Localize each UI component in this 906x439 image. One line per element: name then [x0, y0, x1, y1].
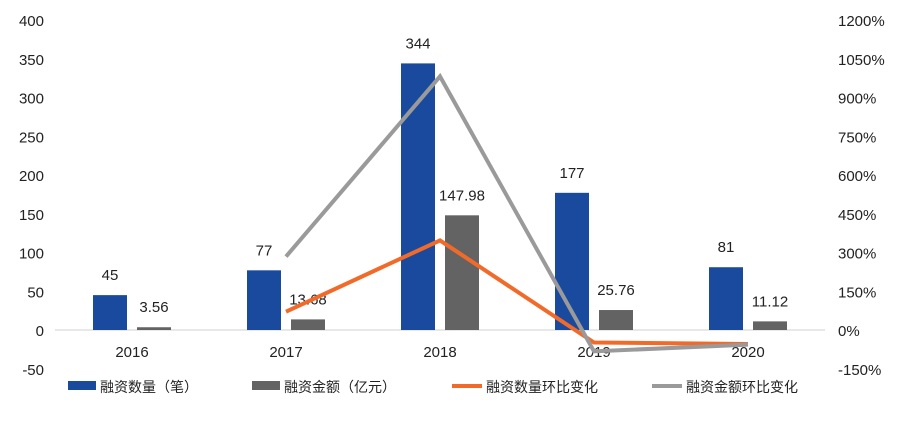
- legend-label: 融资金额（亿元）: [284, 379, 396, 395]
- data-label: 25.76: [597, 282, 635, 299]
- data-label: 81: [718, 239, 735, 256]
- legend-swatch: [68, 381, 96, 390]
- y-left-tick: 0: [36, 323, 44, 340]
- bar: [599, 310, 633, 330]
- bar: [291, 319, 325, 330]
- bar: [709, 267, 743, 330]
- data-label: 77: [256, 242, 273, 259]
- data-label: 344: [405, 35, 430, 52]
- bar: [93, 295, 127, 330]
- y-right-tick: 150%: [838, 284, 876, 301]
- line-series: [284, 72, 749, 354]
- x-tick: 2018: [423, 344, 456, 361]
- y-right-tick: -150%: [838, 362, 881, 379]
- y-right-tick: 0%: [838, 323, 860, 340]
- y-right-tick: 600%: [838, 168, 876, 185]
- legend-label: 融资数量环比变化: [486, 379, 598, 395]
- data-label: 11.12: [752, 293, 788, 310]
- y-right-tick: 1200%: [838, 13, 885, 30]
- y-left-tick: 100: [19, 246, 44, 263]
- data-label: 177: [559, 165, 584, 182]
- y-left-tick: 400: [19, 13, 44, 30]
- bar: [753, 321, 787, 330]
- bar: [445, 215, 479, 330]
- y-left-tick: 50: [27, 284, 44, 301]
- bar: [137, 327, 171, 330]
- x-tick: 2016: [115, 344, 148, 361]
- y-left-tick: 250: [19, 129, 44, 146]
- y-left-tick: 350: [19, 52, 44, 69]
- y-right-tick: 450%: [838, 207, 876, 224]
- data-label: 147.98: [439, 187, 485, 204]
- y-right-tick: 900%: [838, 91, 876, 108]
- data-label: 45: [102, 267, 119, 284]
- data-label: 3.56: [139, 299, 168, 316]
- bar: [247, 270, 281, 330]
- bar: [555, 192, 589, 330]
- x-tick: 2020: [731, 344, 764, 361]
- y-right-tick: 750%: [838, 129, 876, 146]
- y-left-tick: 150: [19, 207, 44, 224]
- bar: [401, 63, 435, 331]
- legend-swatch: [252, 381, 280, 390]
- legend-label: 融资金额环比变化: [686, 379, 798, 395]
- y-right-tick: 1050%: [838, 52, 885, 69]
- y-left-tick: -50: [22, 362, 44, 379]
- legend-label: 融资数量（笔）: [100, 379, 198, 395]
- line-series: [285, 238, 749, 347]
- x-tick: 2017: [269, 344, 302, 361]
- y-right-tick: 300%: [838, 246, 876, 263]
- y-left-tick: 300: [19, 91, 44, 108]
- y-left-tick: 200: [19, 168, 44, 185]
